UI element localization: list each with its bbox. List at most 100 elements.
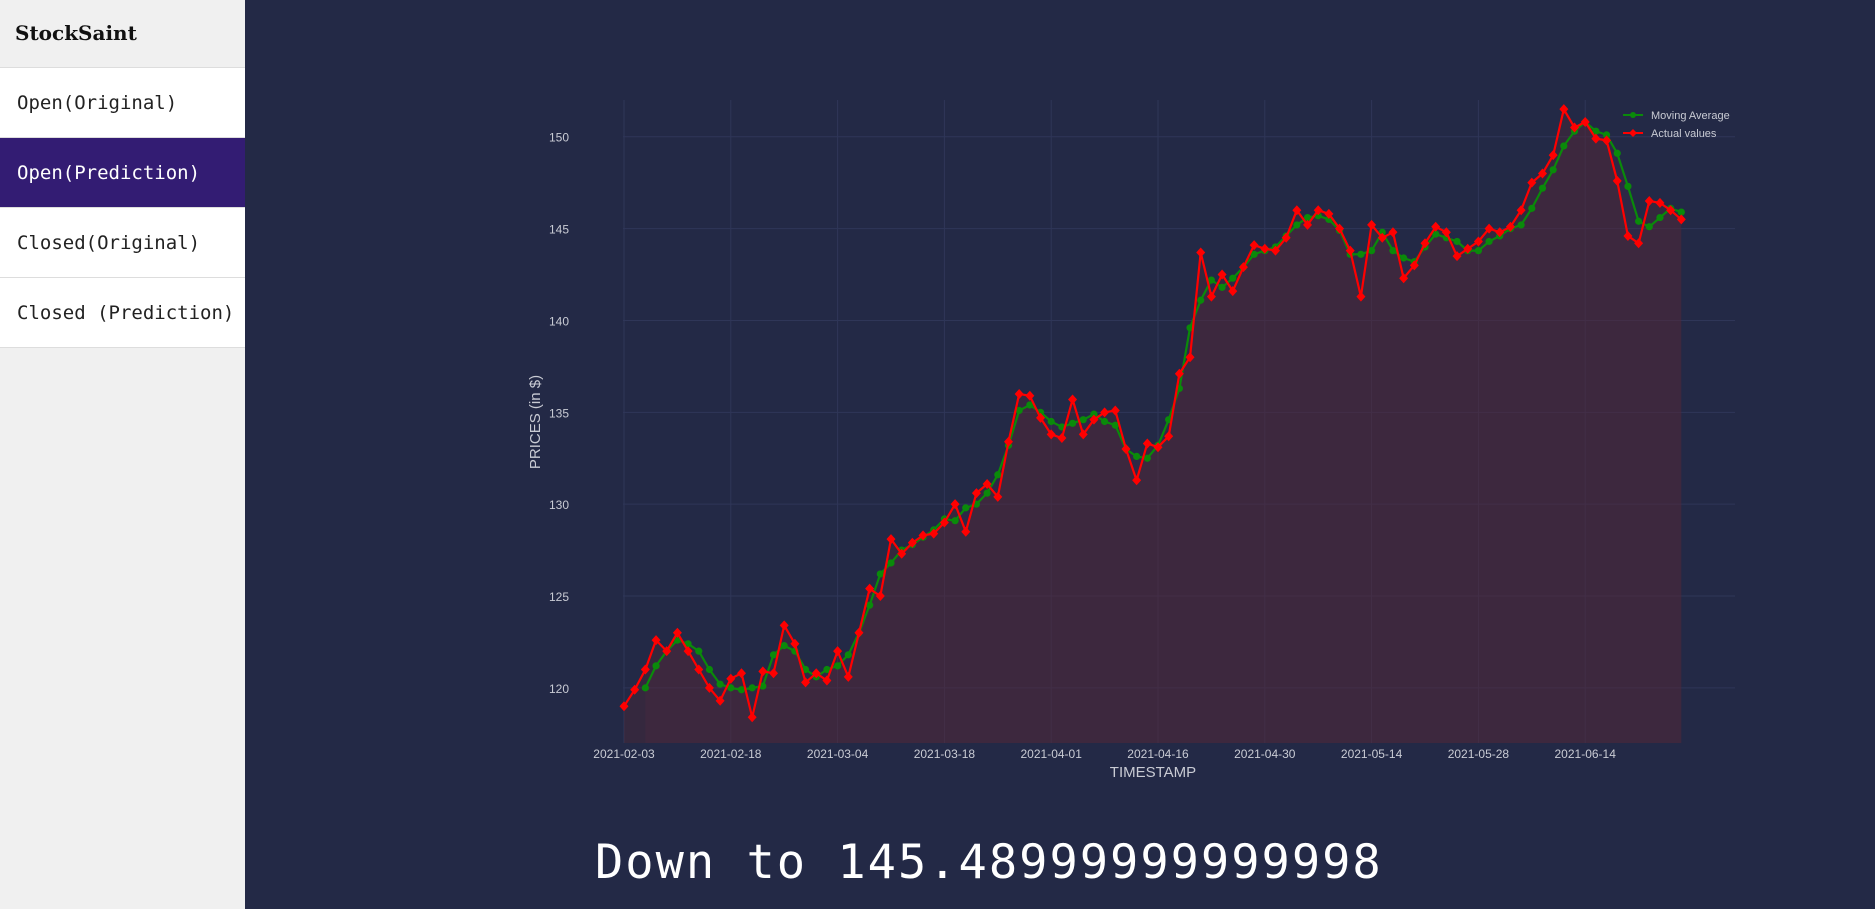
data-point [1580,117,1590,128]
data-point [1677,208,1685,216]
data-point [962,504,970,512]
data-point [1452,251,1462,262]
data-point [1143,454,1151,462]
data-point [1612,175,1622,186]
data-point [1613,149,1621,157]
x-tick-label: 2021-04-30 [1234,747,1296,761]
y-tick-label: 150 [549,131,569,145]
data-point [982,478,992,489]
x-tick-label: 2021-06-14 [1555,747,1617,761]
data-point [1111,421,1119,429]
x-axis-label: TIMESTAMP [1110,764,1196,781]
data-point [1388,227,1398,238]
data-point [695,647,703,655]
data-point [950,499,960,510]
data-point [683,646,693,657]
data-point [704,682,714,693]
data-point [769,651,778,659]
data-point [1431,221,1441,232]
data-point [780,642,788,650]
data-point [1003,436,1013,447]
data-point [1591,133,1601,144]
data-point [1516,205,1526,216]
nav-open-prediction[interactable]: Open(Prediction) [0,138,245,208]
data-point [727,684,735,692]
data-point [1110,405,1120,416]
data-point [854,627,864,638]
data-point [1218,283,1226,291]
data-point [1400,254,1408,262]
y-tick-label: 120 [549,682,569,696]
data-point [1206,291,1216,302]
data-point [929,528,939,539]
data-point [1453,237,1461,246]
data-point [747,712,757,723]
data-point [918,530,928,541]
chart-legend: Moving Average Actual values [1623,110,1730,140]
data-point [779,620,789,631]
data-point [1484,223,1494,234]
data-point [758,666,768,677]
y-tick-label: 145 [549,223,569,237]
data-point [801,665,810,674]
y-axis-label: PRICES (in $) [527,375,544,469]
data-point [1432,230,1440,238]
data-point [1303,219,1313,230]
data-point [1377,232,1387,243]
chart-grid [623,100,1735,743]
data-point [1260,243,1270,254]
legend-label: Actual values [1651,128,1717,140]
data-point [705,665,714,674]
data-point [652,662,660,670]
data-point [1602,131,1611,139]
data-point [672,627,682,638]
legend-marker [1629,129,1637,137]
data-point [651,635,661,646]
data-point [1357,250,1365,258]
data-point [822,675,832,686]
data-point [1570,122,1580,133]
legend-marker [1630,112,1636,118]
data-point [1026,401,1034,409]
data-point [715,695,725,706]
data-point [1335,223,1345,234]
data-point [1655,197,1665,208]
data-point [1197,296,1205,304]
data-point [1676,214,1686,225]
data-point [834,662,842,670]
nav-open-original[interactable]: Open(Original) [0,68,245,138]
y-tick-label: 135 [549,406,569,420]
data-point [1474,247,1482,255]
nav-closed-prediction[interactable]: Closed (Prediction) [0,278,245,348]
nav-closed-original[interactable]: Closed(Original) [0,208,245,278]
data-point [961,526,971,537]
x-tick-label: 2021-05-28 [1448,747,1510,761]
main-panel: 120 125 130 135 140 145 150 2021-02-03 2021-02-… [245,0,1875,909]
data-point [716,680,724,688]
data-point [1101,417,1109,426]
data-point [971,488,981,499]
data-point [1602,135,1612,146]
data-point [875,591,885,602]
data-point [1538,184,1547,192]
y-axis: 120 125 130 135 140 145 150 [549,131,569,696]
prediction-caption: Down to 145.48999999999998 [595,835,1383,890]
data-point [684,640,692,648]
x-tick-label: 2021-04-01 [1021,747,1083,761]
data-point [1185,352,1195,363]
data-point [1634,238,1644,249]
data-point [1559,104,1569,115]
data-point [1078,429,1088,440]
data-point [1036,412,1046,423]
data-point [759,682,767,690]
data-point [748,684,756,692]
brand-logo[interactable]: StockSaint [0,0,245,68]
data-point [1270,245,1280,256]
x-tick-label: 2021-02-03 [593,747,655,761]
data-point [1174,368,1184,379]
data-point [673,636,681,644]
data-point [1549,166,1557,174]
data-point [630,684,640,695]
data-point [1441,227,1451,238]
data-point [1228,286,1238,297]
